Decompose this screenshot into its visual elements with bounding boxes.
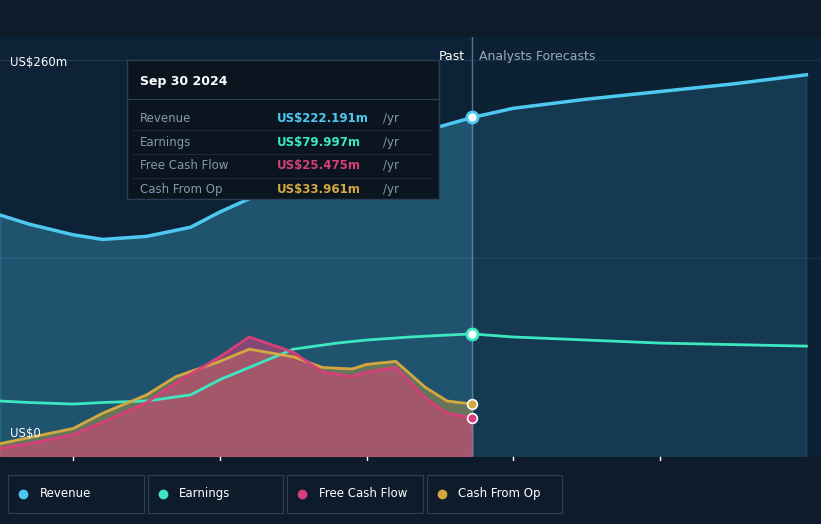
Text: Earnings: Earnings xyxy=(140,136,191,149)
Text: Revenue: Revenue xyxy=(39,487,91,500)
Text: Analysts Forecasts: Analysts Forecasts xyxy=(479,50,596,62)
Text: US$222.191m: US$222.191m xyxy=(277,112,369,125)
Text: Sep 30 2024: Sep 30 2024 xyxy=(140,74,227,88)
Text: /yr: /yr xyxy=(383,136,399,149)
Text: Cash From Op: Cash From Op xyxy=(458,487,540,500)
Text: US$79.997m: US$79.997m xyxy=(277,136,361,149)
Text: US$0: US$0 xyxy=(10,427,40,440)
Text: Earnings: Earnings xyxy=(179,487,231,500)
Text: /yr: /yr xyxy=(383,159,399,172)
Text: /yr: /yr xyxy=(383,112,399,125)
Text: US$260m: US$260m xyxy=(10,56,67,69)
Text: Cash From Op: Cash From Op xyxy=(140,183,222,196)
Text: US$25.475m: US$25.475m xyxy=(277,159,361,172)
Text: Free Cash Flow: Free Cash Flow xyxy=(140,159,228,172)
Text: /yr: /yr xyxy=(383,183,399,196)
Text: US$33.961m: US$33.961m xyxy=(277,183,361,196)
Text: Revenue: Revenue xyxy=(140,112,191,125)
Text: Past: Past xyxy=(438,50,465,62)
Text: Free Cash Flow: Free Cash Flow xyxy=(319,487,407,500)
